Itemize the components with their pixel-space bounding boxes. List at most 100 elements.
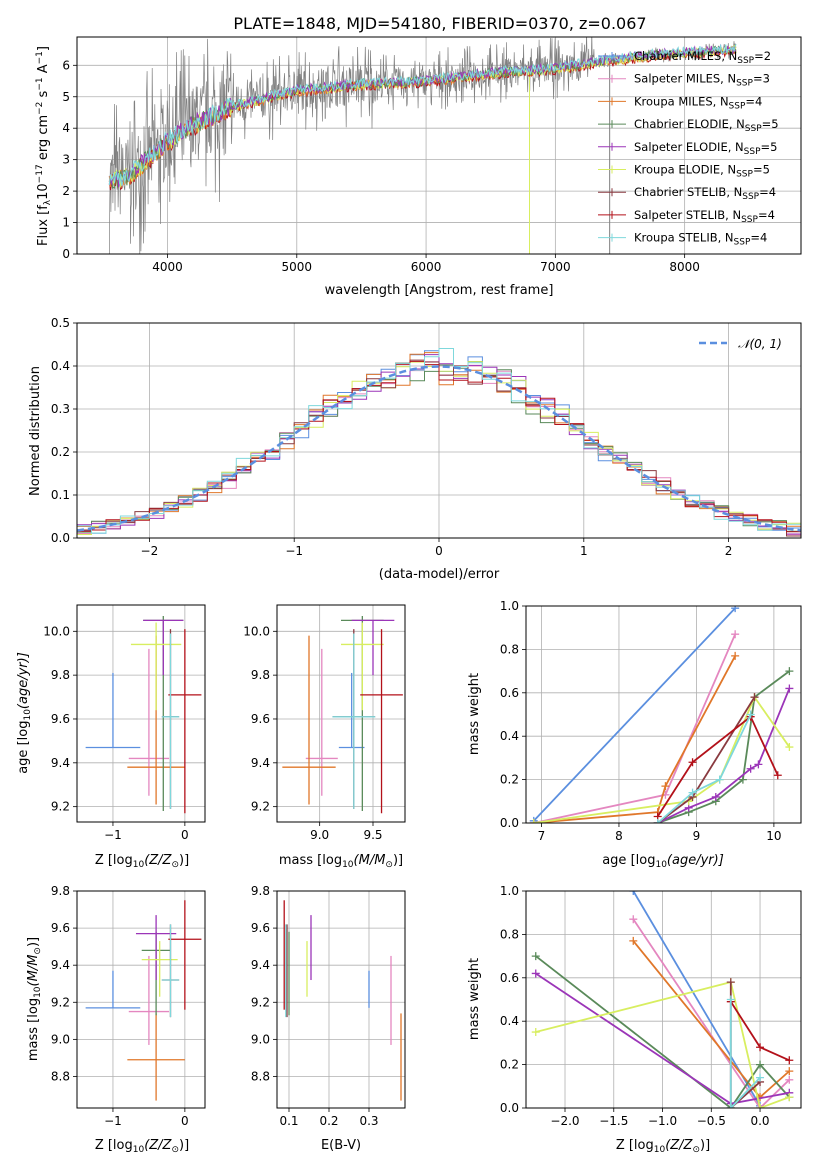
x-tick-label: 4000 xyxy=(152,260,183,274)
data-point xyxy=(531,1028,540,1037)
data-point xyxy=(726,978,735,987)
axes-age_vs_mass: 9.0 9.5 9.2 9.4 9.6 9.8 10.0 mass [log10(M/M⊙)] xyxy=(243,604,406,870)
y-tick-label: 4 xyxy=(62,121,70,135)
y-tick-label: 0.2 xyxy=(51,445,70,459)
series-line xyxy=(657,670,790,823)
y-tick-label: 9.0 xyxy=(51,1032,70,1046)
y-tick-label: 0.0 xyxy=(500,816,519,830)
series-line xyxy=(533,655,736,823)
y-tick-label: 9.6 xyxy=(251,712,270,726)
y-tick-label: 8.8 xyxy=(251,1069,270,1083)
y-tick-label: 6 xyxy=(62,58,70,72)
legend-label: Salpeter ELODIE, NSSP=5 xyxy=(634,140,777,157)
axes-age_vs_Z: −1 0 9.2 9.4 9.6 9.8 10.0 Z [log10(Z/Z⊙)] age [l… xyxy=(16,604,206,870)
y-tick-label: 0.8 xyxy=(500,927,519,941)
axes-mass_vs_Z: −1 0 8.8 9.0 9.2 9.4 9.6 9.8 Z [log10(Z/Z⊙)] mass… xyxy=(26,884,206,1155)
y-tick-label: 9.2 xyxy=(51,800,70,814)
y-tick-label: 9.6 xyxy=(251,921,270,935)
series-line xyxy=(656,715,779,817)
legend-label: Chabrier ELODIE, NSSP=5 xyxy=(634,117,779,134)
y-tick-label: 5 xyxy=(62,90,70,104)
y-tick-label: 1.0 xyxy=(500,884,519,898)
data-point xyxy=(653,819,662,823)
series-line xyxy=(729,999,761,1108)
data-point xyxy=(661,782,670,791)
axes-mass_weight_vs_Z: −2.0 −1.5 −1.0 −0.5 0.0 0.0 0.2 0.4 0.6 0.8 1.0 Z [… xyxy=(467,884,802,1155)
axes-spectrum: 4000 5000 6000 7000 8000 0 1 2 3 4 5 6 wavelength [A… xyxy=(35,36,802,298)
y-tick-label: 9.2 xyxy=(251,800,270,814)
legend-label: Kroupa MILES, NSSP=4 xyxy=(634,94,762,111)
data-point xyxy=(750,693,759,702)
data-point xyxy=(756,1060,765,1069)
y-tick-label: 0 xyxy=(62,247,70,261)
x-tick-label: 0 xyxy=(181,1114,189,1128)
data-point xyxy=(711,792,720,801)
x-axis-label: age [log10(age/yr)] xyxy=(602,853,724,870)
x-tick-label: 0 xyxy=(435,544,443,558)
y-axis-label: mass [log10(M/M⊙)] xyxy=(26,937,43,1061)
data-point xyxy=(715,775,724,784)
y-tick-label: 3 xyxy=(62,153,70,167)
data-point xyxy=(746,710,755,719)
x-tick-label: 0 xyxy=(181,828,189,842)
data-point xyxy=(773,771,782,780)
legend-label: Kroupa STELIB, NSSP=4 xyxy=(634,231,767,248)
axes-frame xyxy=(76,890,206,1109)
grid xyxy=(277,605,405,822)
x-tick-label: 8 xyxy=(615,829,623,843)
axes-frame xyxy=(76,604,206,823)
x-tick-label: −1 xyxy=(104,828,122,842)
x-tick-label: 6000 xyxy=(411,260,442,274)
y-tick-label: 9.2 xyxy=(51,995,70,1009)
data-point xyxy=(629,891,638,895)
x-tick-label: −0.5 xyxy=(697,1114,726,1128)
y-tick-label: 8.8 xyxy=(51,1069,70,1083)
series-line xyxy=(535,981,790,1108)
x-tick-label: 2 xyxy=(725,544,733,558)
histogram-step xyxy=(77,348,801,534)
y-tick-label: 0.3 xyxy=(51,402,70,416)
axes-frame xyxy=(525,890,802,1109)
data-point xyxy=(756,1043,765,1052)
plot-area xyxy=(85,615,202,814)
data-point xyxy=(746,764,755,773)
y-tick-label: 1.0 xyxy=(500,599,519,613)
x-tick-label: 0.1 xyxy=(279,1114,298,1128)
legend: 𝒩(0, 1) xyxy=(699,337,782,351)
x-tick-label: 1 xyxy=(580,544,588,558)
x-tick-label: −2 xyxy=(141,544,159,558)
data-point xyxy=(531,952,540,961)
x-axis-label: Z [log10(Z/Z⊙)] xyxy=(616,1138,710,1155)
data-point xyxy=(785,1067,794,1076)
y-tick-label: 9.8 xyxy=(51,884,70,898)
data-point xyxy=(688,788,697,797)
x-tick-label: −2.0 xyxy=(550,1114,579,1128)
histogram-step xyxy=(77,354,801,535)
x-tick-label: 0.2 xyxy=(319,1114,338,1128)
data-point xyxy=(754,760,763,769)
data-point xyxy=(731,630,740,639)
x-tick-label: −1.5 xyxy=(599,1114,628,1128)
y-tick-label: 9.2 xyxy=(251,995,270,1009)
x-tick-label: −1 xyxy=(285,544,303,558)
y-tick-label: 9.0 xyxy=(251,1032,270,1046)
x-tick-label: 8000 xyxy=(669,260,700,274)
x-tick-label: 9 xyxy=(693,829,701,843)
y-tick-label: 10.0 xyxy=(43,624,70,638)
data-point xyxy=(785,1075,794,1084)
y-tick-label: 0.6 xyxy=(500,686,519,700)
data-point xyxy=(529,819,538,823)
y-axis-label: age [log10(age/yr)] xyxy=(16,652,33,774)
x-tick-label: 5000 xyxy=(282,260,313,274)
data-point xyxy=(785,743,794,752)
x-axis-label: Z [log10(Z/Z⊙)] xyxy=(95,1138,189,1155)
x-tick-label: −1 xyxy=(104,1114,122,1128)
y-tick-label: 0.2 xyxy=(500,773,519,787)
y-tick-label: 1 xyxy=(62,216,70,230)
x-tick-label: 7 xyxy=(538,829,546,843)
x-axis-label: wavelength [Angstrom, rest frame] xyxy=(325,283,554,298)
y-tick-label: 9.4 xyxy=(251,756,270,770)
y-axis-label: Flux [fλ10−17 erg cm−2 s−1 A−1] xyxy=(35,46,53,246)
y-axis-label: mass weight xyxy=(467,673,482,755)
